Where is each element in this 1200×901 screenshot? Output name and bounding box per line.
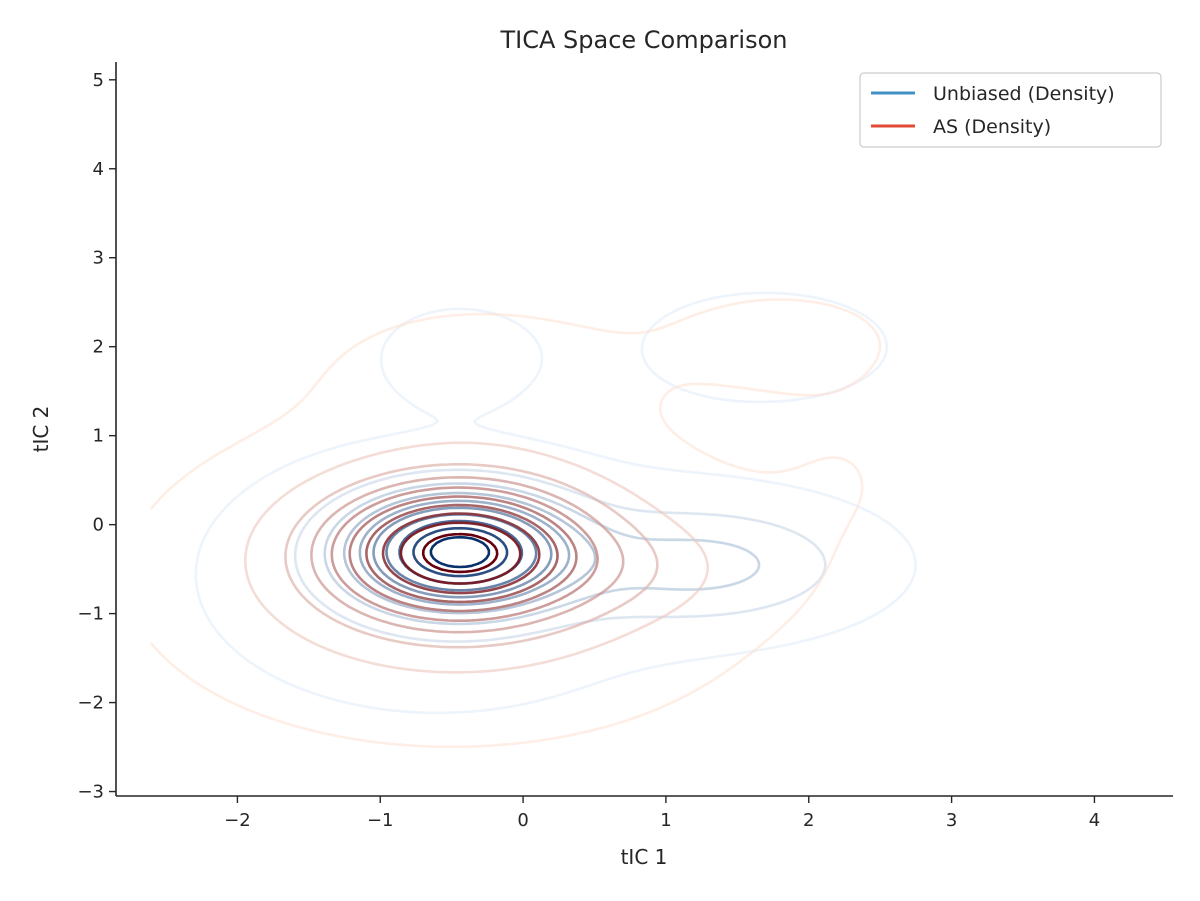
x-ticks: −2 −1 0 1 2 3 4 bbox=[224, 796, 1100, 831]
y-tick-label: 5 bbox=[93, 70, 104, 91]
as-density-contour bbox=[244, 441, 709, 674]
y-tick-label: −3 bbox=[77, 782, 104, 803]
y-tick-label: 2 bbox=[93, 337, 104, 358]
y-ticks: −3 −2 −1 0 1 2 3 4 5 bbox=[77, 70, 116, 803]
legend-label-unbiased: Unbiased (Density) bbox=[933, 83, 1115, 105]
as-density-contour bbox=[348, 495, 578, 613]
y-tick-label: 1 bbox=[93, 426, 104, 447]
unbiased-density-contour bbox=[412, 526, 509, 578]
y-tick-label: 0 bbox=[93, 515, 104, 536]
legend: Unbiased (Density) AS (Density) bbox=[859, 72, 1162, 148]
x-axis-label: tIC 1 bbox=[621, 845, 668, 869]
x-tick-label: 1 bbox=[660, 810, 671, 831]
x-tick-label: −2 bbox=[224, 810, 251, 831]
y-tick-label: 3 bbox=[93, 248, 104, 269]
x-tick-label: 0 bbox=[517, 810, 528, 831]
chart-title: TICA Space Comparison bbox=[499, 26, 787, 54]
contour-plot-area bbox=[150, 291, 917, 749]
as-density-contour bbox=[150, 298, 882, 749]
unbiased-density-contour bbox=[342, 491, 597, 615]
legend-label-as: AS (Density) bbox=[933, 116, 1051, 138]
y-tick-label: −1 bbox=[77, 604, 104, 625]
x-tick-label: −1 bbox=[367, 810, 394, 831]
x-tick-label: 2 bbox=[803, 810, 814, 831]
y-tick-label: 4 bbox=[93, 159, 104, 180]
as-density-contour bbox=[421, 532, 499, 574]
x-tick-label: 4 bbox=[1089, 810, 1100, 831]
as-density-contour bbox=[381, 512, 541, 595]
as-density-contour bbox=[284, 463, 659, 649]
as-density-contour bbox=[330, 486, 599, 622]
unbiased-density-contour bbox=[194, 291, 917, 715]
x-tick-label: 3 bbox=[946, 810, 957, 831]
unbiased-density-contour bbox=[293, 468, 827, 643]
axes: −2 −1 0 1 2 3 4 −3 −2 −1 0 1 2 3 4 5 bbox=[77, 62, 1173, 831]
as-density-contour bbox=[310, 476, 625, 634]
unbiased-density-contour bbox=[358, 499, 571, 606]
as-density-contour bbox=[399, 521, 522, 585]
as-density-contour bbox=[365, 503, 559, 604]
unbiased-density-contour bbox=[429, 535, 491, 569]
unbiased-density-contour bbox=[372, 506, 553, 599]
y-tick-label: −2 bbox=[77, 693, 104, 714]
legend-frame bbox=[859, 72, 1162, 148]
y-axis-label: tIC 2 bbox=[29, 406, 53, 453]
